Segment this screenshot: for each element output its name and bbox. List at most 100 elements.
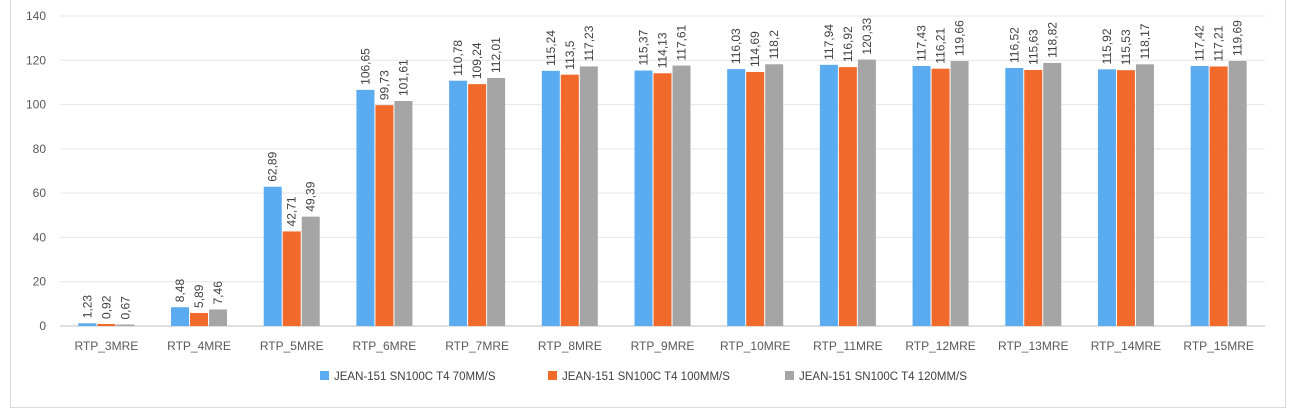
bar [746,72,765,326]
data-label: 116,92 [841,26,855,62]
data-label: 0,67 [118,296,132,320]
data-label: 49,39 [304,181,318,211]
x-tick-label: RTP_4MRE [167,339,231,353]
bar [301,216,320,326]
bar [727,69,746,327]
data-label: 101,61 [396,59,410,96]
bar [1190,65,1209,327]
bar [487,77,506,326]
y-tick-label: 120 [26,53,46,67]
bar [468,84,487,327]
x-tick-label: RTP_8MRE [538,339,602,353]
data-label: 117,43 [915,25,929,61]
data-label: 114,13 [656,32,670,68]
bar [282,231,301,326]
data-label: 115,92 [1100,28,1114,64]
data-label: 112,01 [489,37,503,73]
data-label: 99,73 [377,70,391,100]
x-tick-label: RTP_10MRE [720,339,790,353]
bar [838,67,857,326]
data-label: 115,63 [1026,29,1040,65]
data-label: 8,48 [173,279,187,303]
bar [560,74,579,326]
data-label: 115,53 [1119,29,1133,65]
legend-swatch [548,371,557,380]
data-label: 117,23 [582,25,596,61]
y-tick-label: 20 [33,275,47,289]
y-tick-label: 0 [39,319,46,333]
bar [449,80,468,326]
bar [171,307,190,326]
legend-label: JEAN-151 SN100C T4 70MM/S [334,371,496,383]
data-label: 116,03 [729,28,743,64]
y-tick-label: 100 [26,98,46,112]
data-label: 7,46 [211,281,225,305]
bar [765,64,784,327]
x-tick-label: RTP_13MRE [998,339,1068,353]
bar [1005,67,1024,327]
legend-label: JEAN-151 SN100C T4 120MM/S [799,371,967,383]
data-label: 106,65 [358,48,372,85]
x-tick-label: RTP_11MRE [813,339,883,353]
bar [209,309,228,326]
x-tick-label: RTP_12MRE [905,339,975,353]
data-label: 109,24 [470,42,484,79]
data-label: 115,24 [544,30,558,66]
bar [672,65,691,327]
bar [1097,69,1116,326]
bar [1116,70,1135,327]
y-tick-label: 80 [33,142,47,156]
x-tick-label: RTP_9MRE [631,339,695,353]
x-tick-label: RTP_7MRE [445,339,509,353]
bar [931,68,950,326]
data-label: 117,61 [675,24,689,60]
data-label: 117,94 [822,24,836,60]
bar [819,64,838,327]
y-tick-label: 40 [33,230,47,244]
bar [263,186,282,326]
bar [1135,64,1154,326]
y-tick-label: 140 [26,9,46,23]
bar [1209,66,1228,327]
bar [394,101,413,326]
data-label: 117,42 [1193,25,1207,61]
x-tick-label: RTP_3MRE [74,339,138,353]
data-label: 118,17 [1138,23,1152,59]
data-label: 119,69 [1231,20,1245,56]
data-label: 120,33 [860,18,874,55]
data-label: 119,66 [953,20,967,56]
bar [950,61,969,326]
bar [116,324,135,326]
x-tick-label: RTP_5MRE [260,339,324,353]
bar [857,59,876,327]
data-label: 116,52 [1007,27,1021,63]
data-label: 0,92 [99,295,113,319]
data-label: 115,37 [637,29,651,65]
data-label: 114,69 [748,31,762,67]
bar [1043,62,1062,327]
data-label: 1,23 [80,295,94,319]
bar [375,105,394,327]
data-label: 62,89 [266,151,280,181]
x-tick-label: RTP_6MRE [353,339,417,353]
y-tick-label: 60 [33,186,47,200]
data-label: 117,21 [1212,25,1226,61]
bar [78,323,97,326]
bar [190,312,209,326]
bar [579,66,598,327]
x-tick-label: RTP_15MRE [1183,339,1253,353]
bar [356,89,375,326]
bar [634,70,653,326]
data-label: 42,71 [285,196,299,226]
bar [1228,60,1247,327]
data-label: 118,2 [767,30,781,59]
bar [1024,69,1043,326]
data-label: 113,5 [563,40,577,69]
bar [97,323,116,326]
legend-swatch [785,371,794,380]
bar [912,65,931,326]
x-tick-label: RTP_14MRE [1091,339,1161,353]
data-label: 5,89 [192,284,206,308]
data-label: 116,21 [934,28,948,64]
